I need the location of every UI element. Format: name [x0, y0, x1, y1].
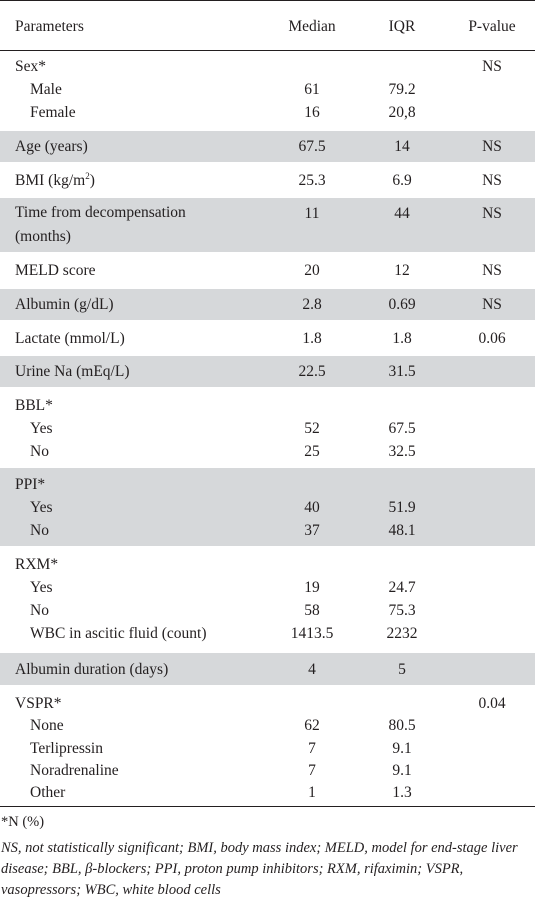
vspr-terlipressin-label: Terlipressin: [30, 740, 103, 757]
sex-female-iqr: 20,8: [388, 104, 416, 121]
bbl-yes-median: 52: [304, 420, 320, 437]
vspr-terlipressin-median: 7: [308, 740, 316, 757]
lactate-median: 1.8: [302, 330, 322, 347]
time-iqr: 44: [394, 205, 410, 222]
row-bmi: BMI (kg/m2) 25.3 6.9 NS: [0, 164, 535, 198]
age-iqr: 14: [394, 138, 410, 155]
header-iqr: IQR: [388, 18, 416, 35]
bmi-label: BMI (kg/m2): [15, 171, 95, 190]
vspr-noradrenaline-median: 7: [308, 762, 316, 779]
meld-median: 20: [304, 262, 320, 279]
rxm-no-median: 58: [304, 602, 320, 619]
vspr-terlipressin-iqr: 9.1: [392, 740, 412, 757]
row-sex: Sex* NS Male 61 79.2 Female 16 20,8: [0, 51, 535, 131]
vspr-none-median: 62: [304, 717, 320, 734]
bmi-pvalue: NS: [482, 172, 502, 189]
age-pvalue: NS: [482, 138, 502, 155]
vspr-noradrenaline-label: Noradrenaline: [30, 762, 119, 779]
ppi-yes-label: Yes: [30, 499, 53, 516]
bbl-no-iqr: 32.5: [388, 443, 416, 460]
lactate-pvalue: 0.06: [478, 330, 506, 347]
rxm-yes-label: Yes: [30, 579, 53, 596]
rxm-no-label: No: [30, 602, 49, 619]
row-urine-na: Urine Na (mEq/L) 22.5 31.5: [0, 356, 535, 389]
time-pvalue: NS: [482, 205, 502, 222]
sex-female-median: 16: [304, 104, 320, 121]
row-vspr: VSPR* 0.04 None 62 80.5 Terlipressin 7 9…: [0, 687, 535, 806]
header-pvalue: P-value: [468, 18, 516, 35]
bbl-no-median: 25: [304, 443, 320, 460]
sex-pvalue: NS: [482, 58, 502, 75]
time-median: 11: [304, 205, 320, 222]
albdur-iqr: 5: [398, 661, 406, 678]
header-median: Median: [288, 18, 336, 35]
row-lactate: Lactate (mmol/L) 1.8 1.8 0.06: [0, 322, 535, 356]
age-median: 67.5: [298, 138, 326, 155]
ppi-no-median: 37: [304, 522, 320, 539]
time-label: Time from decompensation (months): [15, 204, 186, 245]
urine-label: Urine Na (mEq/L): [15, 363, 130, 380]
vspr-none-iqr: 80.5: [388, 717, 416, 734]
ppi-no-label: No: [30, 522, 49, 539]
albumin-label: Albumin (g/dL): [15, 296, 114, 313]
vspr-other-iqr: 1.3: [392, 784, 412, 801]
rxm-wbc-median: 1413.5: [290, 625, 334, 642]
meld-iqr: 12: [394, 262, 410, 279]
row-age: Age (years) 67.5 14 NS: [0, 131, 535, 164]
row-time-decompensation: Time from decompensation (months) 11 44 …: [0, 198, 535, 254]
lactate-label: Lactate (mmol/L): [15, 330, 125, 347]
bbl-label: BBL*: [15, 397, 53, 414]
bmi-iqr: 6.9: [392, 172, 412, 189]
albumin-iqr: 0.69: [388, 296, 416, 313]
age-label: Age (years): [15, 138, 88, 155]
meld-pvalue: NS: [482, 262, 502, 279]
albumin-pvalue: NS: [482, 296, 502, 313]
sex-male-median: 61: [304, 81, 320, 98]
row-meld: MELD score 20 12 NS: [0, 254, 535, 289]
sex-male-iqr: 79.2: [388, 81, 416, 98]
ppi-yes-iqr: 51.9: [388, 499, 416, 516]
bbl-yes-iqr: 67.5: [388, 420, 416, 437]
rxm-yes-iqr: 24.7: [388, 579, 416, 596]
vspr-other-label: Other: [30, 784, 66, 801]
rxm-wbc-iqr: 2232: [386, 625, 418, 642]
urine-iqr: 31.5: [388, 363, 416, 380]
rxm-wbc-label: WBC in ascitic fluid (count): [30, 625, 207, 642]
sex-female-label: Female: [30, 104, 76, 121]
sex-label: Sex*: [15, 58, 46, 75]
sex-male-label: Male: [30, 81, 62, 98]
table-header: Parameters Median IQR P-value: [0, 0, 535, 51]
ppi-yes-median: 40: [304, 499, 320, 516]
meld-label: MELD score: [15, 262, 96, 279]
urine-median: 22.5: [298, 363, 326, 380]
row-albumin: Albumin (g/dL) 2.8 0.69 NS: [0, 289, 535, 322]
ppi-label: PPI*: [15, 476, 46, 493]
albdur-median: 4: [308, 661, 316, 678]
bmi-median: 25.3: [298, 172, 326, 189]
row-ppi: PPI* Yes 40 51.9 No 37 48.1: [0, 468, 535, 548]
lactate-iqr: 1.8: [392, 330, 412, 347]
row-bbl: BBL* Yes 52 67.5 No 25 32.5: [0, 389, 535, 468]
vspr-other-median: 1: [308, 784, 316, 801]
footnote-n-percent: *N (%): [1, 814, 45, 830]
bbl-no-label: No: [30, 443, 49, 460]
vspr-noradrenaline-iqr: 9.1: [392, 762, 412, 779]
row-rxm: RXM* Yes 19 24.7 No 58 75.3 WBC in ascit…: [0, 548, 535, 653]
vspr-label: VSPR*: [15, 695, 62, 712]
footnote-abbreviations: NS, not statistically significant; BMI, …: [1, 840, 518, 898]
rxm-label: RXM*: [15, 556, 59, 573]
row-albumin-duration: Albumin duration (days) 4 5: [0, 653, 535, 687]
header-parameters: Parameters: [15, 18, 84, 35]
ppi-no-iqr: 48.1: [388, 522, 416, 539]
rxm-no-iqr: 75.3: [388, 602, 416, 619]
rxm-yes-median: 19: [304, 579, 320, 596]
albumin-median: 2.8: [302, 296, 322, 313]
vspr-pvalue: 0.04: [478, 695, 506, 712]
vspr-none-label: None: [30, 717, 64, 734]
table-bottom-rule: [0, 806, 535, 807]
bmi-superscript: 2: [85, 171, 90, 181]
bbl-yes-label: Yes: [30, 420, 53, 437]
albdur-label: Albumin duration (days): [15, 661, 169, 678]
